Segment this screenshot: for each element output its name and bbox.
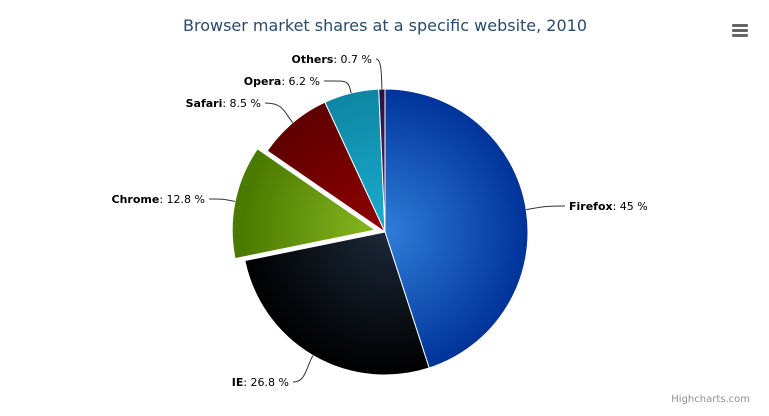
label-name: Chrome — [112, 193, 160, 206]
credits-link[interactable]: Highcharts.com — [671, 394, 750, 405]
data-label-safari: Safari: 8.5 % — [186, 97, 261, 110]
hamburger-menu-icon[interactable] — [727, 18, 753, 42]
connector-opera — [323, 80, 352, 94]
label-name: Opera — [244, 75, 282, 88]
pie-slice-others[interactable] — [378, 88, 386, 233]
label-name: IE — [232, 376, 244, 389]
pie-slice-ie[interactable] — [244, 231, 430, 376]
label-name: Others — [291, 53, 333, 66]
data-label-others: Others: 0.7 % — [291, 53, 372, 66]
pie-slice-firefox[interactable] — [384, 88, 529, 369]
data-label-opera: Opera: 6.2 % — [244, 75, 320, 88]
label-value: : 8.5 % — [222, 97, 261, 110]
label-value: : 45 % — [613, 200, 648, 213]
label-value: : 26.8 % — [243, 376, 289, 389]
label-name: Firefox — [569, 200, 613, 213]
data-label-ie: IE: 26.8 % — [232, 376, 289, 389]
label-value: : 12.8 % — [159, 193, 205, 206]
connector-ie — [292, 355, 314, 383]
connector-chrome — [208, 198, 236, 202]
connector-firefox — [526, 205, 566, 211]
label-value: : 6.2 % — [281, 75, 320, 88]
connector-others — [375, 58, 383, 90]
chart-title: Browser market shares at a specific webs… — [183, 16, 587, 35]
connector-safari — [264, 102, 294, 124]
data-label-firefox: Firefox: 45 % — [569, 200, 648, 213]
label-value: : 0.7 % — [333, 53, 372, 66]
data-label-chrome: Chrome: 12.8 % — [112, 193, 205, 206]
label-name: Safari — [186, 97, 223, 110]
